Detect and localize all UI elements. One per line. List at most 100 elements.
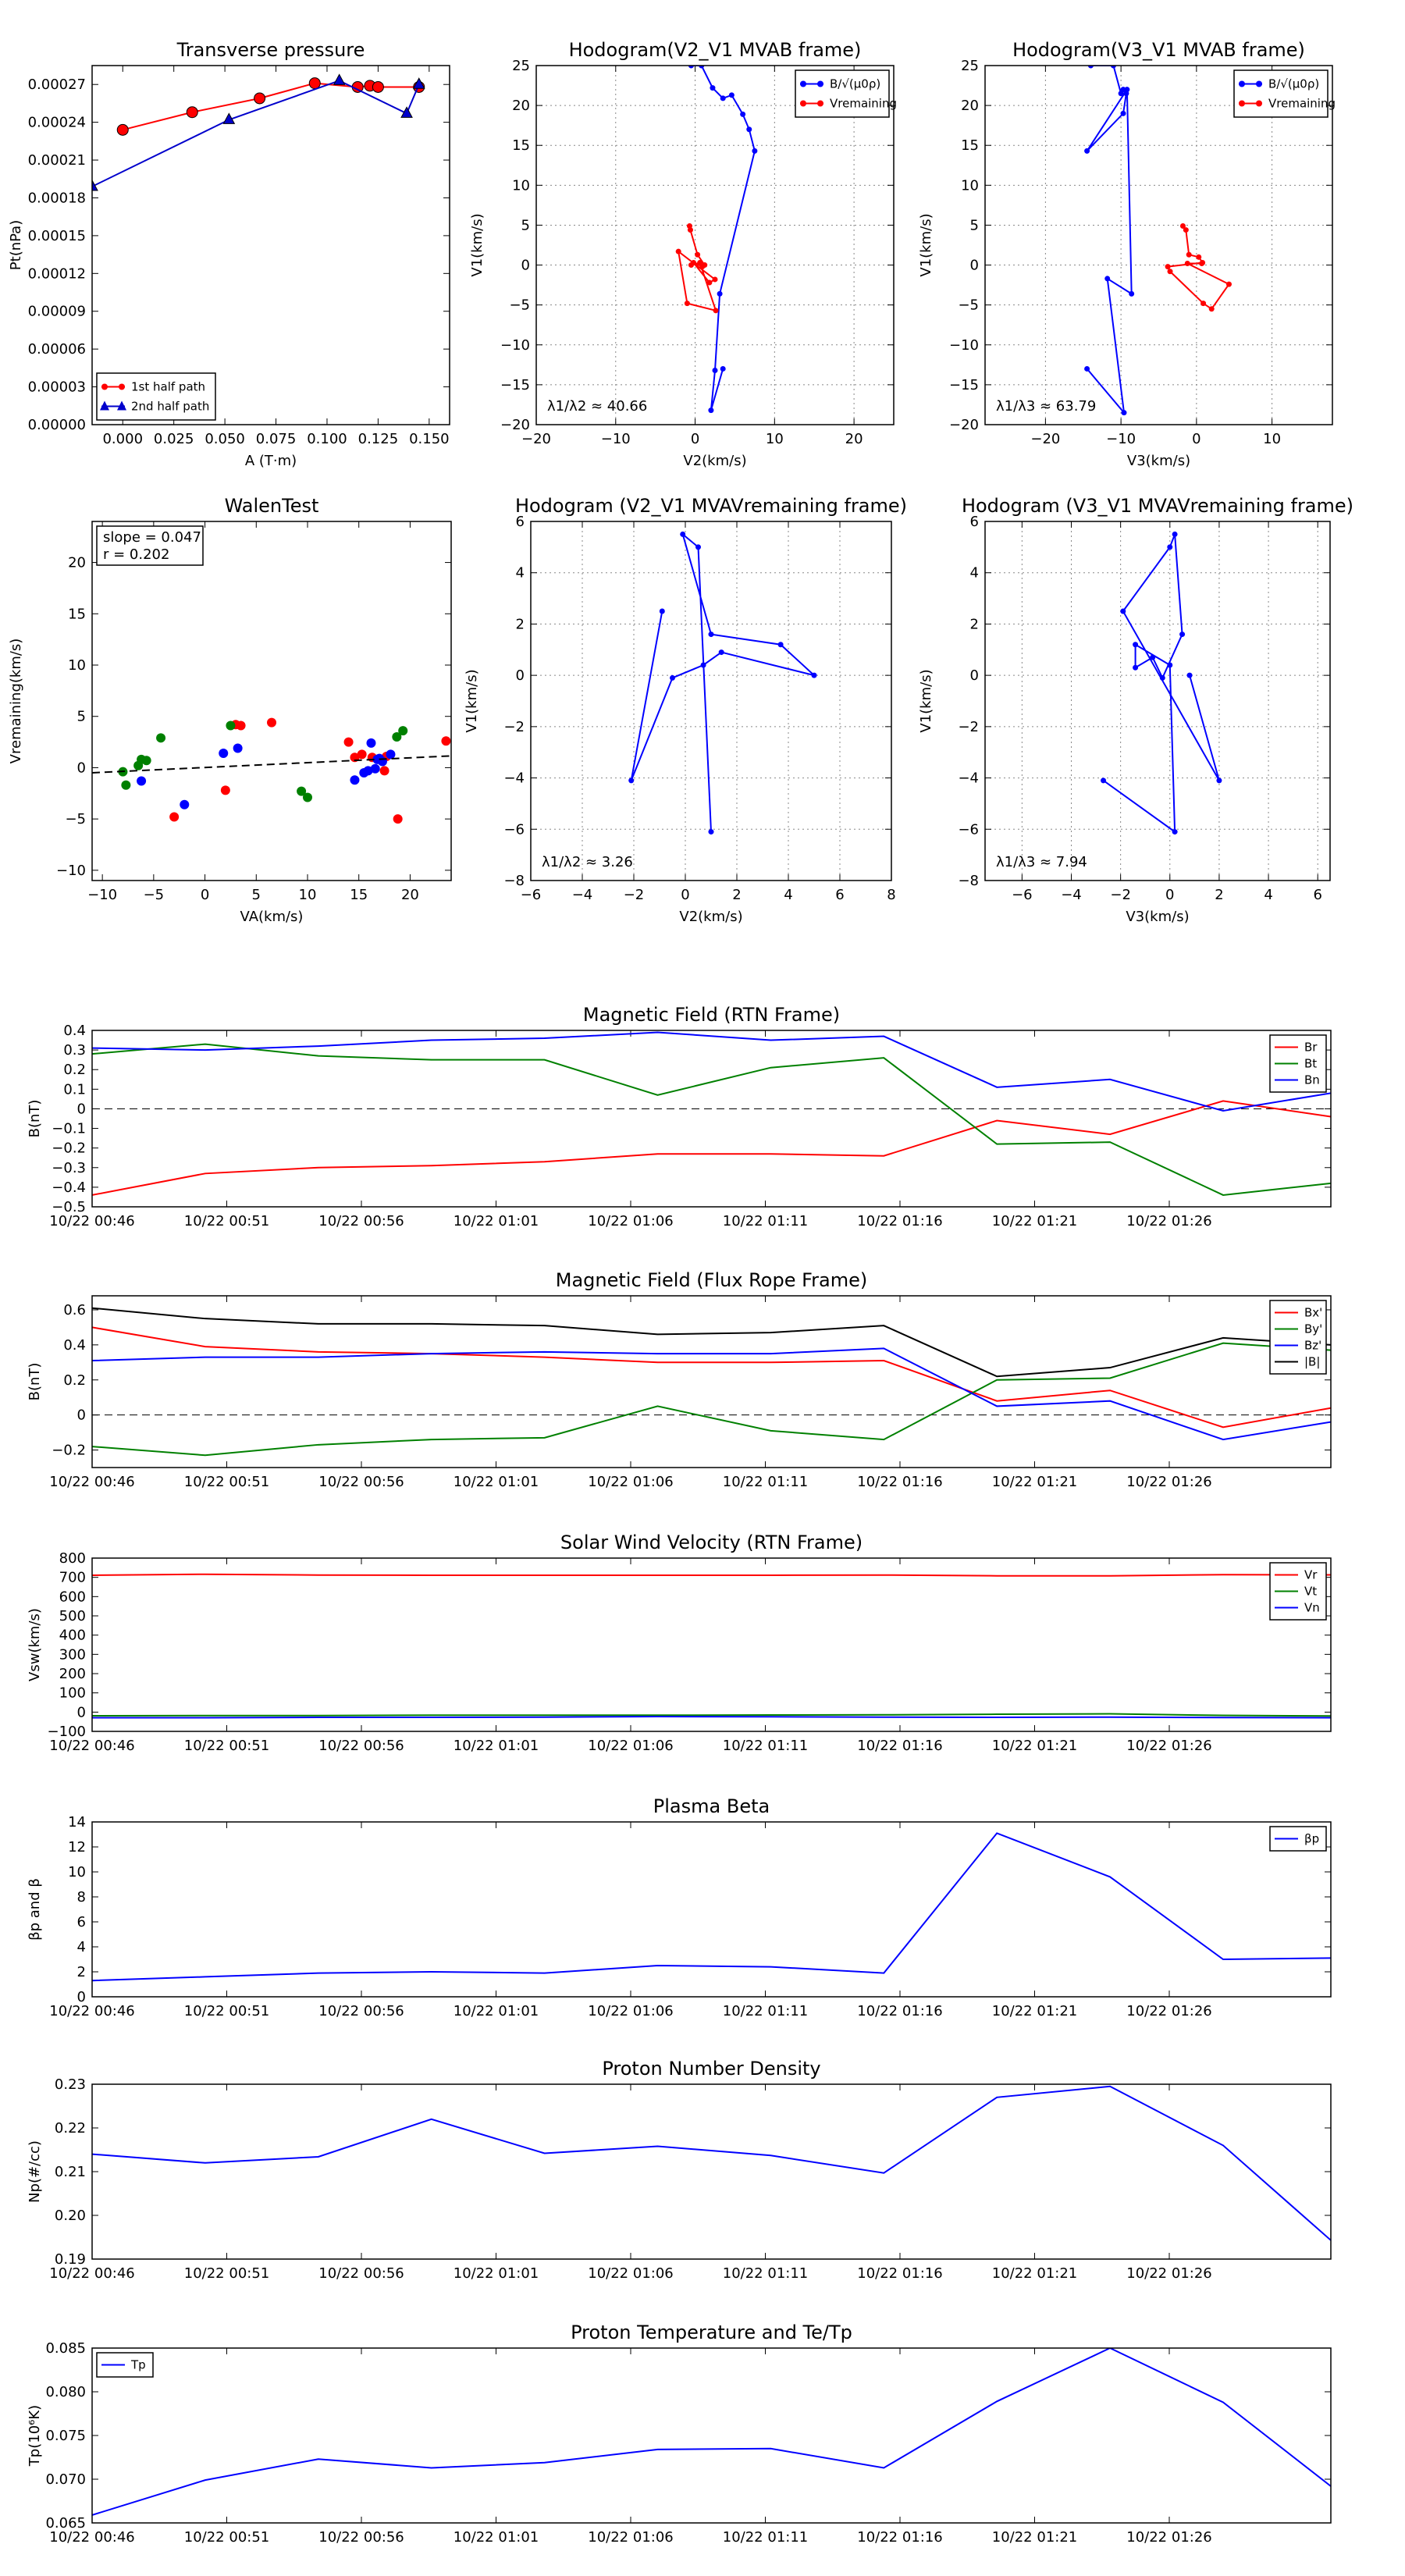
data-point xyxy=(1167,544,1173,550)
x-axis-label: V3(km/s) xyxy=(1127,453,1190,469)
legend-label: Vr xyxy=(1304,1568,1318,1582)
data-point xyxy=(1121,410,1127,416)
data-point xyxy=(728,92,735,98)
y-tick-label: 6 xyxy=(77,1914,86,1930)
data-point xyxy=(226,720,236,731)
plot-area xyxy=(92,1832,1331,1982)
y-tick-label: 0.00006 xyxy=(28,341,86,358)
y-tick-label: 15 xyxy=(68,606,86,622)
legend-label: Bn xyxy=(1304,1073,1320,1087)
legend-label: B/√(μ0ρ) xyxy=(830,77,880,91)
x-tick-label: 10 xyxy=(766,431,784,447)
x-tick-label: 10/22 01:01 xyxy=(454,2529,539,2546)
y-tick-label: −0.5 xyxy=(52,1199,86,1215)
y-tick-label: 500 xyxy=(59,1608,86,1624)
x-tick-label: 10/22 01:11 xyxy=(723,2265,808,2282)
x-tick-label: 4 xyxy=(784,887,792,903)
y-tick-label: 0.00000 xyxy=(28,417,86,433)
x-tick-label: 10/22 01:21 xyxy=(992,2265,1077,2282)
y-tick-label: 20 xyxy=(68,555,86,571)
chart-title: Hodogram (V3_V1 MVAVremaining frame) xyxy=(962,495,1353,517)
x-tick-label: 10/22 00:56 xyxy=(318,2529,404,2546)
y-tick-label: 800 xyxy=(59,1550,86,1567)
plot-frame xyxy=(91,1030,1332,1208)
x-tick-label: 10/22 00:46 xyxy=(49,2529,134,2546)
x-tick-label: 5 xyxy=(252,887,261,903)
legend-label: By' xyxy=(1304,1322,1322,1336)
y-tick-label: −0.2 xyxy=(52,1443,86,1459)
chart-title: Transverse pressure xyxy=(176,39,365,61)
y-tick-label: 8 xyxy=(77,1889,86,1905)
y-tick-label: 0.4 xyxy=(63,1337,86,1354)
series-line-3 xyxy=(92,1307,1331,1378)
y-tick-label: 0 xyxy=(970,667,979,684)
y-tick-label: 0.2 xyxy=(63,1372,86,1389)
y-tick-label: −6 xyxy=(503,821,525,838)
y-tick-label: −5 xyxy=(65,811,86,827)
x-tick-label: 20 xyxy=(845,431,863,447)
data-point xyxy=(1150,654,1156,660)
chart-hodo_b_v3: Hodogram(V3_V1 MVAB frame) −20 −10 0 10 −20 −1… xyxy=(918,39,1336,469)
x-tick-label: 10/22 01:06 xyxy=(588,2265,673,2282)
data-point xyxy=(1120,87,1126,93)
chart-mag_rtn: Magnetic Field (RTN Frame) 10/22 00:46 10/… xyxy=(27,1004,1332,1229)
data-point xyxy=(687,227,693,233)
data-point xyxy=(777,642,784,648)
data-point xyxy=(1216,777,1222,784)
chart-hodo_b_v2: Hodogram(V2_V1 MVAB frame) −20 −10 0 10 20 −20… xyxy=(469,39,897,469)
x-tick-label: 10/22 01:26 xyxy=(1126,2529,1211,2546)
legend-marker xyxy=(100,400,109,411)
y-tick-label: 0.00009 xyxy=(28,304,86,320)
data-point xyxy=(350,775,360,785)
x-tick-label: 10/22 00:46 xyxy=(49,2265,134,2282)
y-tick-label: 0 xyxy=(970,258,979,274)
y-tick-label: 4 xyxy=(516,565,525,582)
y-tick-label: 10 xyxy=(961,177,979,194)
y-tick-label: 0.22 xyxy=(55,2120,86,2137)
data-point xyxy=(699,66,705,69)
y-tick-label: 0.21 xyxy=(55,2164,86,2180)
legend-label: Bx' xyxy=(1304,1306,1322,1320)
data-point xyxy=(1124,87,1130,93)
series-line-0 xyxy=(1086,66,1133,415)
x-tick-label: 10/22 01:11 xyxy=(723,1474,808,1490)
y-tick-label: −2 xyxy=(503,719,525,735)
chart-title: Plasma Beta xyxy=(653,1795,770,1817)
y-tick-label: 0.4 xyxy=(63,1023,86,1039)
y-tick-label: 14 xyxy=(68,1814,86,1831)
plot-area xyxy=(92,1031,1331,1196)
data-point xyxy=(222,112,236,124)
y-tick-label: −10 xyxy=(56,863,86,879)
y-axis-label: B(nT) xyxy=(27,1100,43,1138)
y-tick-label: −15 xyxy=(500,377,530,393)
data-point xyxy=(700,662,706,668)
y-tick-label: 600 xyxy=(59,1589,86,1605)
series-line-0 xyxy=(92,1832,1331,1982)
x-tick-label: 10 xyxy=(299,887,317,903)
chart-walen: WalenTest −10 −5 0 5 10 15 20 −10 −5 0 5 10 15 20 VA(km… xyxy=(8,495,452,925)
y-tick-label: 0.2 xyxy=(63,1062,86,1078)
y-axis-label: B(nT) xyxy=(27,1363,43,1401)
chart-vsw: Solar Wind Velocity (RTN Frame) 10/22 00:… xyxy=(27,1532,1332,1754)
legend-box xyxy=(1233,69,1329,118)
y-tick-label: 0.00021 xyxy=(28,152,86,169)
eigen-ratio: λ1/λ3 ≈ 7.94 xyxy=(996,854,1087,870)
x-tick-label: 10/22 01:16 xyxy=(857,2529,942,2546)
y-tick-label: 0.00027 xyxy=(28,76,86,93)
y-tick-label: 0 xyxy=(77,1989,86,2005)
data-point xyxy=(186,106,198,119)
x-axis-label: V2(km/s) xyxy=(679,909,742,925)
y-tick-label: 15 xyxy=(961,137,979,154)
data-point xyxy=(441,736,451,746)
data-point xyxy=(708,632,714,638)
x-tick-label: 10/22 00:46 xyxy=(49,1213,134,1229)
x-tick-label: 0 xyxy=(201,887,209,903)
plot-frame xyxy=(535,65,895,425)
y-axis-label: V1(km/s) xyxy=(918,213,934,276)
plot-frame xyxy=(984,521,1331,881)
x-tick-label: 10/22 01:21 xyxy=(992,2003,1077,2019)
x-tick-label: 10/22 01:21 xyxy=(992,1738,1077,1754)
x-tick-label: 10/22 01:21 xyxy=(992,1474,1077,1490)
data-point xyxy=(746,126,752,133)
